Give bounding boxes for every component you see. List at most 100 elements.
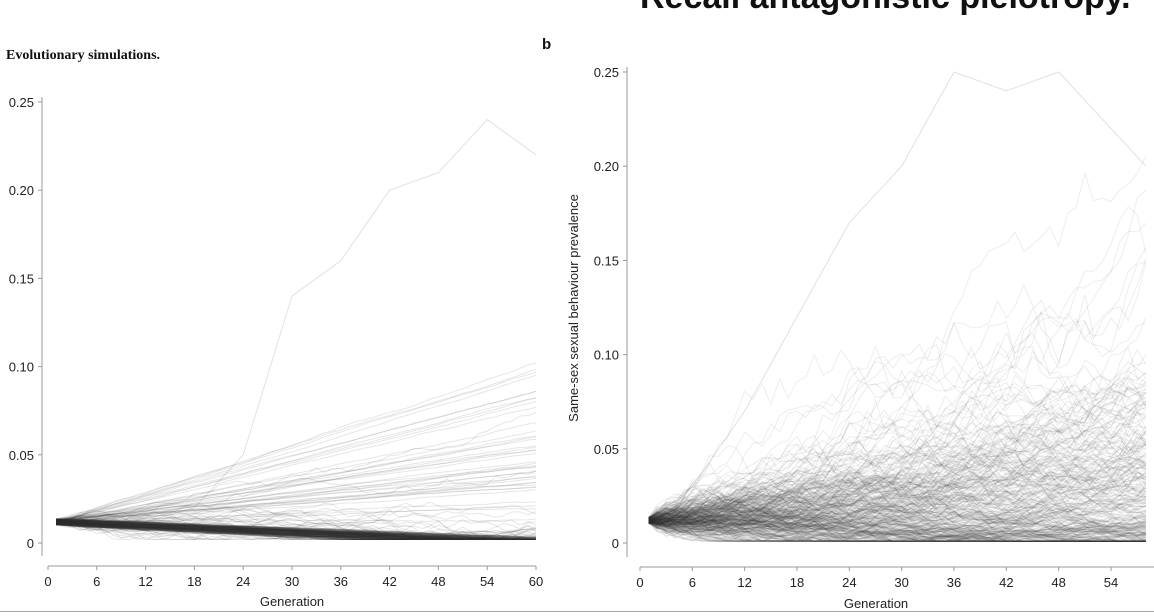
trajectory-line [648,517,1146,542]
panel-a-title: Evolutionary simulations. [6,48,161,63]
trajectory-line [648,428,1147,519]
trajectory-line [648,434,1147,523]
trajectory-line [648,421,1147,519]
trajectory-line [56,524,536,540]
trajectory-line [648,353,1147,520]
trajectory-line [648,522,1147,542]
trajectory-line [648,386,1147,524]
trajectory-line [648,522,1146,542]
trajectory-line [648,497,1146,539]
trajectory-line [648,520,1146,542]
trajectory-line [55,517,537,541]
trajectory-line [56,520,536,540]
trajectory-line [56,522,537,541]
trajectory-line [648,521,1146,542]
trajectory-line [648,500,1146,538]
trajectory-line [56,470,537,525]
trajectory-line [56,520,536,540]
trajectory-line [648,513,1147,542]
trajectory-line [648,470,1147,530]
trajectory-line [648,514,1147,540]
trajectory-line [648,436,1147,522]
trajectory-line [648,513,1147,542]
trajectory-line [648,519,1146,542]
trajectory-line [56,520,537,540]
trajectory-line [648,523,1146,542]
trajectory-line [648,516,1146,540]
trajectory-line [56,523,536,541]
trajectory-line [648,477,1147,537]
trajectory-line [56,522,536,540]
trajectory-line [56,519,536,540]
trajectory-line [56,518,537,539]
trajectory-line [56,518,537,539]
trajectory-line [55,520,537,540]
trajectory-line [648,401,1147,525]
trajectory-line [56,523,537,540]
x-tick-label: 54 [1104,575,1118,590]
trajectory-line [56,520,536,540]
slide-title: Recall antagonistic pleiotropy. [640,0,1131,17]
trajectory-line [648,454,1147,520]
trajectory-line [648,513,1146,533]
trajectory-line [648,518,1146,542]
trajectory-line [648,507,1146,542]
trajectory-line [648,426,1147,526]
trajectory-line [648,462,1147,519]
trajectory-line [648,514,1146,542]
trajectory-line [56,396,537,523]
trajectory-line [56,521,536,540]
trajectory-line [648,437,1146,522]
trajectory-line [56,521,536,540]
y-tick-label: 0 [27,536,34,551]
trajectory-line [648,503,1146,542]
trajectory-line [648,486,1147,526]
trajectory-line [648,505,1146,540]
trajectory-line [56,523,536,540]
trajectory-line [648,515,1147,542]
trajectory-line [56,522,537,540]
trajectory-line [648,475,1147,519]
trajectory-line [55,518,537,535]
trajectory-line [56,520,537,538]
trajectory-line [648,517,1146,542]
trajectory-line [648,494,1147,529]
trajectory-line [55,401,537,522]
trajectory-line [648,473,1147,542]
trajectory-line [56,521,536,541]
x-tick-label: 30 [285,574,299,589]
trajectory-line [648,411,1147,525]
trajectory-line [56,523,536,540]
trajectory-line [648,482,1146,523]
trajectory-line [648,517,1146,542]
trajectory-line [648,364,1147,523]
trajectory-line [56,522,536,541]
trajectory-line [648,447,1146,522]
trajectory-line [648,488,1147,528]
trajectory-line [56,521,537,540]
trajectory-line [56,519,536,540]
trajectory-line [648,517,1146,542]
trajectory-line [56,524,537,540]
trajectory-line [648,514,1146,542]
trajectory-line [56,501,536,525]
trajectory-line [648,258,1147,524]
trajectory-line [55,521,537,540]
trajectory-line [56,519,536,541]
trajectory-line [56,524,536,541]
trajectory-line [648,517,1146,542]
trajectory-line [648,508,1146,542]
trajectory-line [648,511,1146,542]
trajectory-line [648,463,1147,520]
trajectory-line [648,498,1147,525]
trajectory-line [56,519,536,540]
trajectory-line [56,504,537,541]
trajectory-line [648,457,1147,532]
trajectory-line [648,477,1147,523]
trajectory-line [55,513,537,541]
trajectory-line [56,484,537,521]
trajectory-line [56,519,537,540]
trajectory-line [56,518,537,540]
trajectory-line [56,445,537,520]
trajectory-line [55,519,537,541]
